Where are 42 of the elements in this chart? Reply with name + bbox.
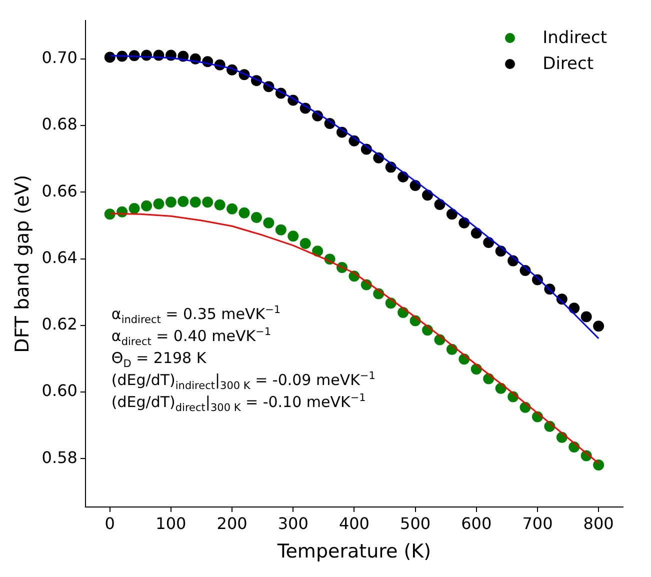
y-tick-label: 0.60 xyxy=(42,381,78,400)
point xyxy=(153,198,164,210)
point xyxy=(446,208,458,220)
point xyxy=(275,224,286,236)
point xyxy=(226,203,238,214)
x-tick-label: 200 xyxy=(216,514,248,533)
point xyxy=(128,202,140,214)
legend-label: Indirect xyxy=(542,28,607,48)
point xyxy=(104,52,116,63)
x-tick-label: 100 xyxy=(156,514,186,533)
point xyxy=(300,238,311,249)
x-tick-label: 0 xyxy=(104,514,115,533)
legend-label: Direct xyxy=(542,54,594,74)
point xyxy=(178,196,189,207)
point xyxy=(312,246,324,257)
x-tick-label: 400 xyxy=(338,514,370,533)
point xyxy=(214,199,226,210)
point xyxy=(104,208,116,220)
point xyxy=(580,311,592,322)
y-tick-label: 0.68 xyxy=(42,114,78,134)
y-tick-label: 0.58 xyxy=(42,448,78,467)
x-tick-label: 600 xyxy=(461,514,492,533)
point xyxy=(593,460,604,471)
y-tick-label: 0.66 xyxy=(42,181,78,200)
x-tick-label: 300 xyxy=(278,514,308,533)
point xyxy=(593,320,604,332)
point xyxy=(250,212,262,223)
x-tick-label: 800 xyxy=(583,514,614,533)
y-tick-label: 0.64 xyxy=(42,248,78,267)
x-tick-label: 700 xyxy=(522,514,553,533)
x-axis-title: Temperature (K) xyxy=(276,540,432,563)
x-tick-label: 500 xyxy=(400,514,431,533)
point xyxy=(141,200,152,212)
point xyxy=(165,196,176,208)
point xyxy=(263,217,274,228)
point xyxy=(238,207,250,218)
y-axis-title: DFT band gap (eV) xyxy=(11,174,34,353)
y-tick-label: 0.70 xyxy=(42,48,78,68)
y-tick-label: 0.62 xyxy=(42,314,78,334)
point xyxy=(202,196,214,208)
point xyxy=(190,196,201,208)
point xyxy=(288,230,299,242)
